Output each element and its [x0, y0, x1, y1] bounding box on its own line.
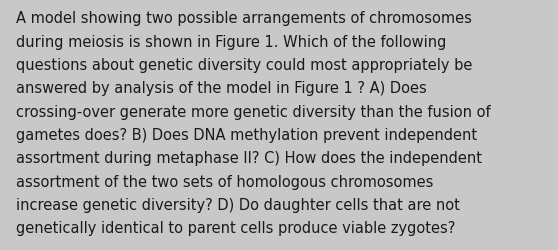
Text: genetically identical to parent cells produce viable zygotes?: genetically identical to parent cells pr…: [16, 220, 455, 236]
Text: A model showing two possible arrangements of chromosomes: A model showing two possible arrangement…: [16, 11, 472, 26]
Text: assortment during metaphase II? C) How does the independent: assortment during metaphase II? C) How d…: [16, 151, 482, 166]
Text: crossing-over generate more genetic diversity than the fusion of: crossing-over generate more genetic dive…: [16, 104, 490, 119]
Text: increase genetic diversity? D) Do daughter cells that are not: increase genetic diversity? D) Do daught…: [16, 197, 459, 212]
Text: questions about genetic diversity could most appropriately be: questions about genetic diversity could …: [16, 58, 472, 73]
Text: answered by analysis of the model in Figure 1 ? A) Does: answered by analysis of the model in Fig…: [16, 81, 426, 96]
Text: during meiosis is shown in Figure 1. Which of the following: during meiosis is shown in Figure 1. Whi…: [16, 34, 446, 50]
Text: assortment of the two sets of homologous chromosomes: assortment of the two sets of homologous…: [16, 174, 433, 189]
Text: gametes does? B) Does DNA methylation prevent independent: gametes does? B) Does DNA methylation pr…: [16, 128, 477, 142]
